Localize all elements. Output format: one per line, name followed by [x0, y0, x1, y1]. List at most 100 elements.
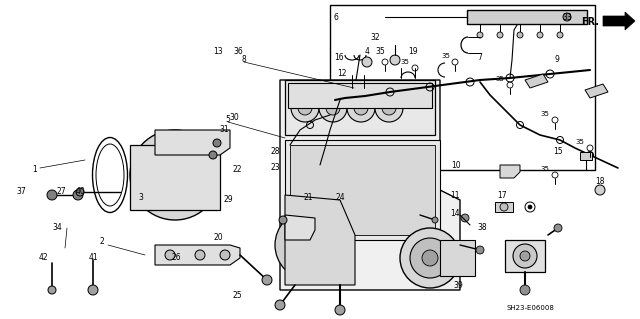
Bar — [285, 80, 435, 135]
Polygon shape — [130, 145, 220, 210]
Circle shape — [262, 275, 272, 285]
Text: 40: 40 — [75, 188, 85, 197]
Text: 5: 5 — [225, 115, 230, 124]
Polygon shape — [285, 195, 355, 285]
Text: 36: 36 — [233, 48, 243, 56]
Circle shape — [595, 185, 605, 195]
Bar — [290, 145, 435, 235]
Circle shape — [335, 305, 345, 315]
Bar — [580, 152, 592, 160]
Circle shape — [537, 32, 543, 38]
Text: 35: 35 — [375, 48, 385, 56]
Bar — [505, 240, 545, 272]
Circle shape — [319, 94, 347, 122]
Polygon shape — [155, 130, 230, 155]
Circle shape — [48, 286, 56, 294]
Circle shape — [476, 246, 484, 254]
Circle shape — [354, 101, 368, 115]
Text: 1: 1 — [33, 166, 37, 174]
Text: 9: 9 — [555, 56, 559, 64]
Circle shape — [513, 244, 537, 268]
Text: 38: 38 — [477, 224, 487, 233]
Text: 23: 23 — [270, 164, 280, 173]
Text: 17: 17 — [497, 191, 507, 201]
Circle shape — [557, 32, 563, 38]
Circle shape — [73, 190, 83, 200]
Circle shape — [291, 94, 319, 122]
Circle shape — [220, 250, 230, 260]
Bar — [440, 240, 475, 276]
Text: 7: 7 — [477, 53, 483, 62]
Text: 24: 24 — [335, 192, 345, 202]
Text: 41: 41 — [88, 254, 98, 263]
Circle shape — [563, 13, 571, 21]
Text: 4: 4 — [365, 48, 369, 56]
Circle shape — [288, 223, 332, 267]
Circle shape — [326, 101, 340, 115]
Bar — [467, 10, 587, 24]
Text: 39: 39 — [453, 280, 463, 290]
Text: 32: 32 — [370, 33, 380, 41]
Circle shape — [47, 190, 57, 200]
Circle shape — [347, 94, 375, 122]
Text: 13: 13 — [213, 48, 223, 56]
Text: 16: 16 — [334, 53, 344, 62]
Bar — [330, 5, 595, 170]
Circle shape — [497, 32, 503, 38]
Text: 35: 35 — [575, 139, 584, 145]
Circle shape — [130, 130, 220, 220]
Circle shape — [275, 300, 285, 310]
Circle shape — [528, 205, 532, 209]
Circle shape — [390, 55, 400, 65]
Polygon shape — [155, 245, 240, 265]
Text: 37: 37 — [16, 188, 26, 197]
Bar — [495, 202, 513, 212]
Text: 35: 35 — [495, 76, 504, 82]
Text: 18: 18 — [595, 177, 605, 187]
Text: 8: 8 — [242, 56, 246, 64]
Circle shape — [410, 238, 450, 278]
Text: 6: 6 — [333, 13, 339, 23]
Text: 2: 2 — [100, 238, 104, 247]
Text: 28: 28 — [270, 147, 280, 157]
Circle shape — [422, 250, 438, 266]
Text: 15: 15 — [553, 147, 563, 157]
Circle shape — [520, 285, 530, 295]
Circle shape — [520, 251, 530, 261]
Circle shape — [517, 32, 523, 38]
Text: 19: 19 — [408, 48, 418, 56]
Circle shape — [145, 145, 205, 205]
Text: SH23-E06008: SH23-E06008 — [506, 305, 554, 311]
Circle shape — [382, 101, 396, 115]
Text: 35: 35 — [401, 59, 410, 65]
Circle shape — [275, 210, 345, 280]
Circle shape — [165, 250, 175, 260]
Circle shape — [461, 214, 469, 222]
Circle shape — [375, 94, 403, 122]
Text: 26: 26 — [171, 254, 181, 263]
Polygon shape — [585, 84, 608, 98]
Polygon shape — [603, 12, 635, 30]
Text: 33: 33 — [562, 13, 572, 23]
Bar — [285, 140, 440, 240]
Text: 42: 42 — [38, 254, 48, 263]
Circle shape — [213, 139, 221, 147]
Circle shape — [279, 216, 287, 224]
Text: 14: 14 — [450, 209, 460, 218]
Circle shape — [76, 188, 84, 196]
Text: 35: 35 — [541, 166, 549, 172]
Polygon shape — [285, 215, 315, 240]
Circle shape — [163, 163, 187, 187]
Text: 10: 10 — [451, 160, 461, 169]
Text: 3: 3 — [139, 194, 143, 203]
Text: 12: 12 — [337, 69, 347, 78]
Text: 20: 20 — [213, 234, 223, 242]
Circle shape — [195, 250, 205, 260]
Text: 30: 30 — [229, 114, 239, 122]
Text: 34: 34 — [52, 224, 62, 233]
Circle shape — [432, 217, 438, 223]
Text: FR.: FR. — [581, 17, 599, 27]
Text: 22: 22 — [232, 166, 242, 174]
Circle shape — [500, 203, 508, 211]
Text: 35: 35 — [442, 53, 451, 59]
